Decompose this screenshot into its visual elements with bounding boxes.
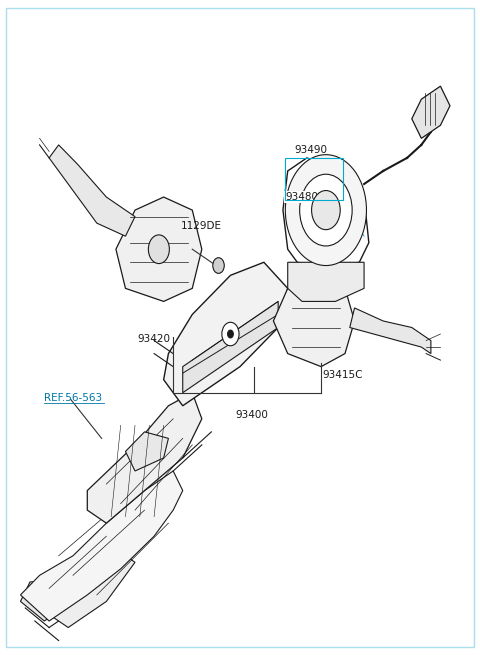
Polygon shape <box>30 543 135 627</box>
Circle shape <box>228 330 233 338</box>
Text: 93400: 93400 <box>236 410 268 421</box>
Circle shape <box>285 155 366 265</box>
Text: 93420: 93420 <box>138 334 171 344</box>
Text: REF.56-563: REF.56-563 <box>44 393 102 403</box>
Circle shape <box>300 174 352 246</box>
Circle shape <box>312 191 340 230</box>
Polygon shape <box>412 86 450 138</box>
Text: 93415C: 93415C <box>322 370 362 380</box>
Polygon shape <box>288 262 364 301</box>
Polygon shape <box>87 393 202 523</box>
Circle shape <box>148 235 169 263</box>
Text: 93480A: 93480A <box>285 192 325 202</box>
Circle shape <box>222 322 239 346</box>
Polygon shape <box>21 582 63 621</box>
Polygon shape <box>21 471 183 621</box>
Polygon shape <box>274 275 355 367</box>
Polygon shape <box>350 308 431 354</box>
Polygon shape <box>116 197 202 301</box>
Circle shape <box>213 257 224 273</box>
Polygon shape <box>183 301 278 393</box>
Text: 93490: 93490 <box>294 145 327 155</box>
Bar <box>285 158 343 200</box>
Polygon shape <box>125 432 168 471</box>
Polygon shape <box>164 262 288 405</box>
Polygon shape <box>49 145 135 236</box>
Text: 1129DE: 1129DE <box>180 221 221 231</box>
